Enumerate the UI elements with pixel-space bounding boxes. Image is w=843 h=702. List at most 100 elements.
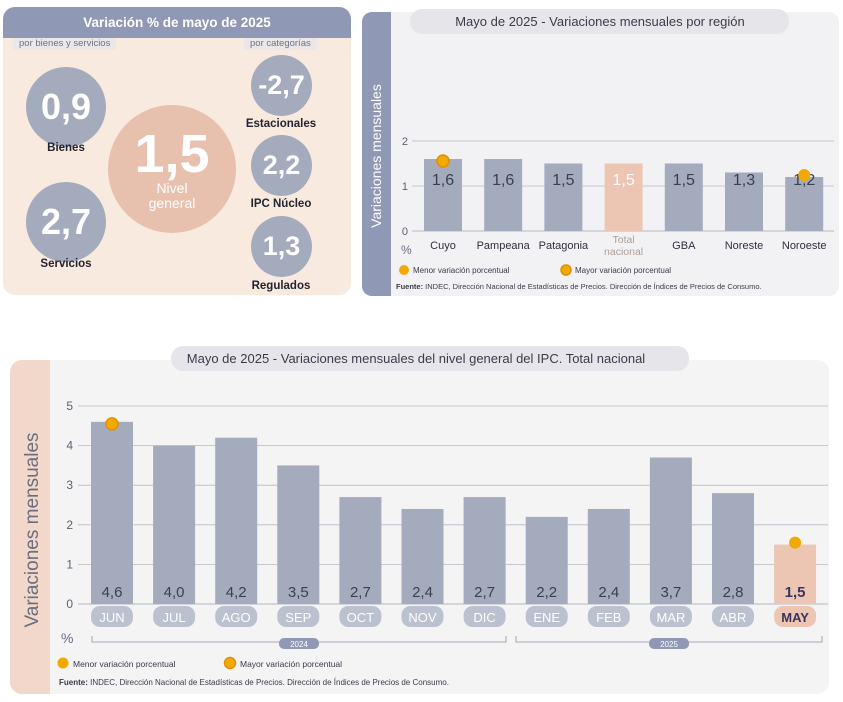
region-min-marker (798, 169, 811, 181)
regulated-value: 1,3 (251, 216, 312, 277)
region-chart-title: Mayo de 2025 - Variaciones mensuales por… (455, 14, 745, 29)
monthly-category-label: SEP (285, 610, 311, 625)
monthly-value-label: 2,4 (412, 584, 433, 601)
monthly-value-label: 2,7 (474, 584, 495, 601)
region-panel (362, 12, 839, 296)
region-category-label: nacional (604, 246, 643, 258)
monthly-category-label: AGO (222, 610, 251, 625)
monthly-category-label: ENE (533, 610, 560, 625)
region-title-prefix: Mayo de 2025 - (455, 14, 549, 29)
region-title-box (410, 9, 789, 34)
monthly-category-pill (215, 606, 258, 627)
monthly-category-label: ABR (720, 610, 747, 625)
monthly-value-label: 2,4 (598, 584, 619, 601)
region-bar (484, 159, 523, 231)
region-y-tick-label: 1 (402, 181, 408, 193)
monthly-y-tick-label: 5 (66, 399, 73, 413)
monthly-category-pill (401, 606, 444, 627)
year-2024-label: 2024 (290, 640, 308, 649)
monthly-bar (277, 465, 320, 604)
region-bar (785, 177, 824, 231)
monthly-bar (712, 493, 754, 604)
region-legend-min: Menor variación porcentual (413, 266, 510, 275)
monthly-value-label: 4,2 (226, 584, 247, 601)
monthly-category-pill (339, 606, 382, 627)
region-category-label: Pampeana (477, 240, 531, 252)
region-category-label: Noreste (725, 240, 764, 252)
monthly-category-pill (774, 606, 817, 627)
monthly-source-label: Fuente: (59, 678, 88, 687)
monthly-category-label: OCT (347, 610, 375, 625)
summary-title: Variación % de mayo de 2025 (3, 7, 351, 38)
region-y-unit: % (401, 243, 412, 257)
label-goods-services: por bienes y servicios (13, 38, 117, 50)
region-max-marker (436, 154, 450, 168)
year-2025-badge (649, 638, 689, 649)
region-source-text: INDEC, Dirección Nacional de Estadística… (423, 282, 762, 291)
monthly-value-label: 3,7 (660, 584, 681, 601)
region-legend-min-marker (399, 265, 409, 275)
monthly-category-pill (153, 606, 196, 627)
label-categories: por categorías (244, 38, 317, 50)
monthly-value-label: 4,0 (164, 584, 185, 601)
region-chart: Mayo de 2025 - Variaciones mensuales por… (368, 14, 834, 291)
monthly-value-label: 3,5 (288, 584, 309, 601)
region-category-label: Patagonia (539, 240, 589, 252)
monthly-y-tick-label: 0 (66, 597, 73, 611)
monthly-title-prefix: Mayo de 2025 - (187, 351, 281, 366)
monthly-bar (401, 508, 444, 604)
monthly-bars: 4,6 JUN 4,0 JUL 4,2 AGO 3,5 SEP 2,7 OCT 2,4 NOV 2,7 D… (91, 417, 817, 627)
monthly-category-pill (463, 606, 506, 627)
monthly-value-label: 4,6 (102, 584, 123, 601)
region-category-label: Noroeste (782, 240, 827, 252)
monthly-category-pill (649, 606, 692, 627)
core-label: IPC Núcleo (250, 198, 312, 210)
monthly-category-label: JUN (99, 610, 124, 625)
monthly-category-label: FEB (596, 610, 621, 625)
monthly-y-unit: % (61, 630, 73, 646)
year-2024-badge (279, 638, 319, 649)
monthly-bar (587, 508, 630, 604)
monthly-chart: Mayo de 2025 - Variaciones mensuales del… (22, 351, 828, 687)
monthly-category-pill (277, 606, 320, 627)
region-bar (424, 159, 462, 231)
goods-value: 0,9 (26, 67, 106, 147)
general-label: Nivel general (148, 180, 196, 211)
monthly-category-label: MAR (656, 610, 685, 625)
region-bar (725, 172, 763, 231)
monthly-bar (91, 421, 133, 604)
seasonal-value: -2,7 (251, 55, 312, 116)
monthly-bar (153, 445, 196, 604)
monthly-bar (525, 516, 568, 604)
monthly-category-label: MAY (781, 610, 809, 625)
monthly-value-label: 2,7 (350, 584, 371, 601)
region-bars: 1,6 Cuyo 1,6 Pampeana 1,5 Patagonia 1,5 Totalna… (424, 154, 827, 258)
region-value-label: 1,6 (492, 172, 514, 189)
monthly-y-tick-label: 1 (66, 557, 73, 571)
region-bar (544, 163, 583, 231)
monthly-grid: 0 1 2 3 4 5 (66, 399, 828, 611)
monthly-title-box (171, 346, 689, 371)
monthly-chart-title: Mayo de 2025 - Variaciones mensuales del… (187, 351, 646, 366)
monthly-category-pill (587, 606, 630, 627)
region-value-label: 1,3 (733, 172, 755, 189)
monthly-legend-min-marker (57, 657, 69, 669)
region-bar (664, 163, 703, 231)
year-2025-label: 2025 (660, 640, 678, 649)
monthly-bar (463, 497, 506, 604)
region-source-label: Fuente: (396, 282, 423, 291)
region-legend-max-marker (560, 264, 572, 276)
monthly-value-label: 2,2 (536, 584, 557, 601)
monthly-min-marker (789, 536, 802, 549)
regulated-label: Regulados (251, 280, 311, 292)
region-y-tick-label: 2 (402, 136, 408, 148)
monthly-legend-min: Menor variación porcentual (73, 659, 176, 669)
region-source: Fuente: INDEC, Dirección Nacional de Est… (396, 282, 762, 291)
services-label: Servicios (40, 258, 92, 270)
monthly-title-main: Variaciones mensuales del nivel general … (281, 351, 646, 366)
goods-label: Bienes (47, 142, 85, 154)
region-y-tick-label: 0 (402, 226, 408, 238)
region-category-label: Cuyo (430, 240, 456, 252)
region-axis-strip (362, 12, 391, 296)
monthly-axis-strip (10, 360, 50, 694)
